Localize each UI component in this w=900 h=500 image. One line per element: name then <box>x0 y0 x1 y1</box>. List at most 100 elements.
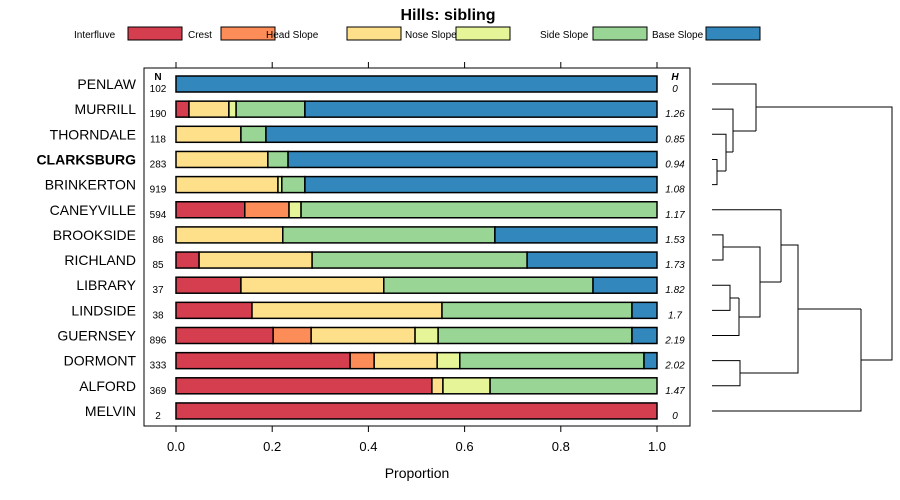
bar-segment-interfluve <box>175 351 351 370</box>
row-h: 2.19 <box>664 336 685 347</box>
bar-segment-interfluve <box>175 276 242 294</box>
row-label: BROOKSIDE <box>53 227 136 243</box>
row-h: 0 <box>672 84 678 95</box>
bar-segment-base-slope <box>643 351 658 370</box>
bar-segment-interfluve <box>175 100 190 118</box>
row-h: 1.17 <box>665 210 685 221</box>
x-tick-label: 0.0 <box>167 439 185 454</box>
bar-segment-nose-slope <box>288 201 302 219</box>
row-n: 37 <box>152 285 164 296</box>
row-h: 2.02 <box>664 361 685 372</box>
bar-segment-head-slope <box>251 301 443 320</box>
chart-title: Hills: sibling <box>400 7 495 24</box>
bar-segment-base-slope <box>526 251 658 269</box>
dendrogram-branch <box>712 360 741 387</box>
bar-segment-side-slope <box>383 276 594 294</box>
row-n: 85 <box>152 260 164 271</box>
row-n: 919 <box>150 185 167 196</box>
bar-segment-side-slope <box>489 377 658 395</box>
row-h: 1.82 <box>665 285 685 296</box>
legend-swatch <box>705 26 761 41</box>
row-h: 1.47 <box>665 386 685 397</box>
dendrogram-branch <box>712 234 724 261</box>
dendrogram-branch <box>712 133 727 171</box>
bar-segment-side-slope <box>235 100 306 118</box>
bar-segment-head-slope <box>431 377 444 395</box>
dendrogram-branch <box>740 244 799 374</box>
bar-segment-interfluve <box>175 301 253 320</box>
row-n: 2 <box>155 411 161 422</box>
legend-swatch <box>455 26 511 41</box>
row-label: MURRILL <box>75 101 137 117</box>
dendrogram-branch <box>756 106 893 361</box>
bar-segment-base-slope <box>175 75 658 93</box>
row-label: PENLAW <box>77 76 136 92</box>
bar-segment-side-slope <box>281 175 306 194</box>
dendrogram-branch <box>712 158 718 186</box>
legend-swatch <box>346 26 402 41</box>
dendrogram <box>712 83 893 412</box>
bar-segment-interfluve <box>175 402 658 420</box>
bar-segment-side-slope <box>300 201 658 219</box>
bar-segment-head-slope <box>188 100 230 118</box>
row-label: CANEYVILLE <box>50 202 136 218</box>
bar-segment-base-slope <box>631 326 658 345</box>
row-n: 86 <box>152 235 164 246</box>
row-n: 283 <box>150 159 167 170</box>
row-h: 0 <box>672 411 678 422</box>
bar-segment-head-slope <box>198 251 313 269</box>
dendrogram-branch <box>712 298 740 336</box>
bar-segment-interfluve <box>175 377 433 395</box>
bar-segment-base-slope <box>287 150 658 169</box>
bar-segment-base-slope <box>304 100 658 118</box>
bar-segment-base-slope <box>265 125 658 144</box>
x-tick-label: 1.0 <box>648 439 666 454</box>
row-h: 1.7 <box>668 310 682 321</box>
bar-segment-interfluve <box>175 326 274 345</box>
dendrogram-branch <box>712 309 862 412</box>
x-tick-label: 0.8 <box>552 439 570 454</box>
bar-segment-head-slope <box>175 226 284 244</box>
h-header: H <box>671 72 679 83</box>
row-h: 0.85 <box>665 134 685 145</box>
legend: Interfluve Crest Head Slope Nose Slope Side … <box>74 26 761 41</box>
n-header: N <box>154 72 161 83</box>
bar-segment-head-slope <box>175 125 242 144</box>
bar-segment-side-slope <box>282 226 496 244</box>
x-tick-label: 0.4 <box>359 439 377 454</box>
row-label: THORNDALE <box>50 126 136 142</box>
dendrogram-branch <box>712 284 731 311</box>
row-n: 594 <box>150 210 167 221</box>
legend-label: Head Slope <box>266 30 319 41</box>
legend-label: Crest <box>188 30 212 41</box>
bar-segment-side-slope <box>240 125 267 144</box>
x-axis-label: Proportion <box>385 465 450 481</box>
row-label: CLARKSBURG <box>36 151 136 167</box>
row-n: 369 <box>150 386 167 397</box>
row-h: 1.73 <box>665 260 685 271</box>
bar-segment-head-slope <box>373 351 438 370</box>
legend-label: Nose Slope <box>405 30 457 41</box>
bar-segment-side-slope <box>437 326 633 345</box>
row-n: 118 <box>150 134 166 145</box>
bar-segment-base-slope <box>494 226 658 244</box>
row-h: 1.53 <box>665 235 685 246</box>
x-tick-label: 0.6 <box>456 439 474 454</box>
bar-segment-head-slope <box>175 150 269 169</box>
legend-label: Interfluve <box>74 30 116 41</box>
dendrogram-branch <box>712 83 757 131</box>
row-h: 1.08 <box>665 185 685 196</box>
dendrogram-branch <box>712 209 782 282</box>
row-h: 0.94 <box>665 159 685 170</box>
row-label: LIBRARY <box>76 277 136 293</box>
bar-segment-crest <box>244 201 290 219</box>
bar-segment-side-slope <box>267 150 289 169</box>
bar-segment-side-slope <box>459 351 645 370</box>
row-n: 896 <box>150 336 167 347</box>
row-n: 333 <box>150 361 167 372</box>
row-label: BRINKERTON <box>45 177 136 193</box>
bar-segment-head-slope <box>240 276 385 294</box>
bar-segment-head-slope <box>310 326 416 345</box>
legend-label: Side Slope <box>540 30 589 41</box>
